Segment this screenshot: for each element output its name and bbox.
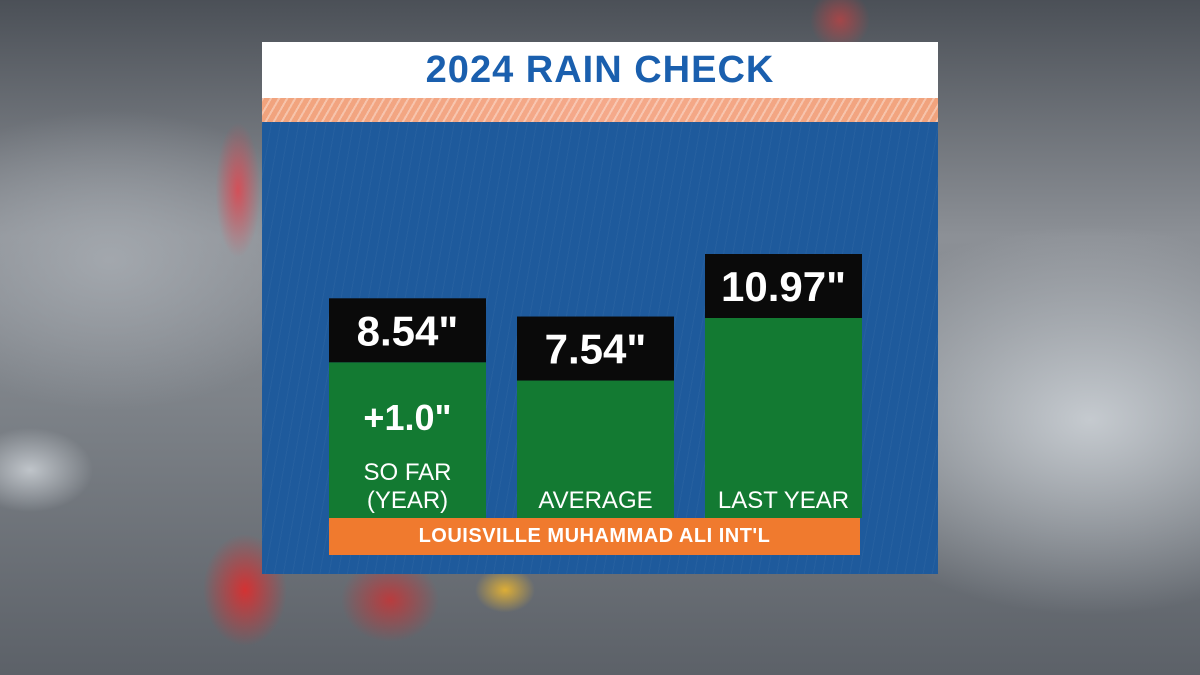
value-label-so-far-year: 8.54" [357, 307, 459, 354]
annotation-so-far-year: +1.0" [363, 397, 451, 438]
location-banner: LOUISVILLE MUHAMMAD ALI INT'L [329, 518, 860, 555]
chart-title: 2024 RAIN CHECK [425, 48, 775, 91]
location-label: LOUISVILLE MUHAMMAD ALI INT'L [418, 525, 771, 547]
bar-so-far-year [329, 362, 486, 518]
value-box-so-far-year [329, 298, 486, 363]
category-label-so-far-year-line2: (YEAR) [367, 487, 448, 514]
accent-stripe [262, 98, 938, 122]
value-label-average: 7.54" [545, 326, 647, 373]
value-label-last-year: 10.97" [721, 263, 846, 310]
category-label-so-far-year-line1: SO FAR [363, 459, 451, 486]
value-box-last-year [705, 254, 862, 318]
bar-average [517, 380, 674, 518]
bar-last-year [705, 318, 862, 518]
category-label-average: AVERAGE [538, 487, 652, 514]
title-banner: 2024 RAIN CHECK [262, 42, 938, 98]
category-label-last-year: LAST YEAR [718, 487, 849, 514]
value-box-average [517, 316, 674, 381]
